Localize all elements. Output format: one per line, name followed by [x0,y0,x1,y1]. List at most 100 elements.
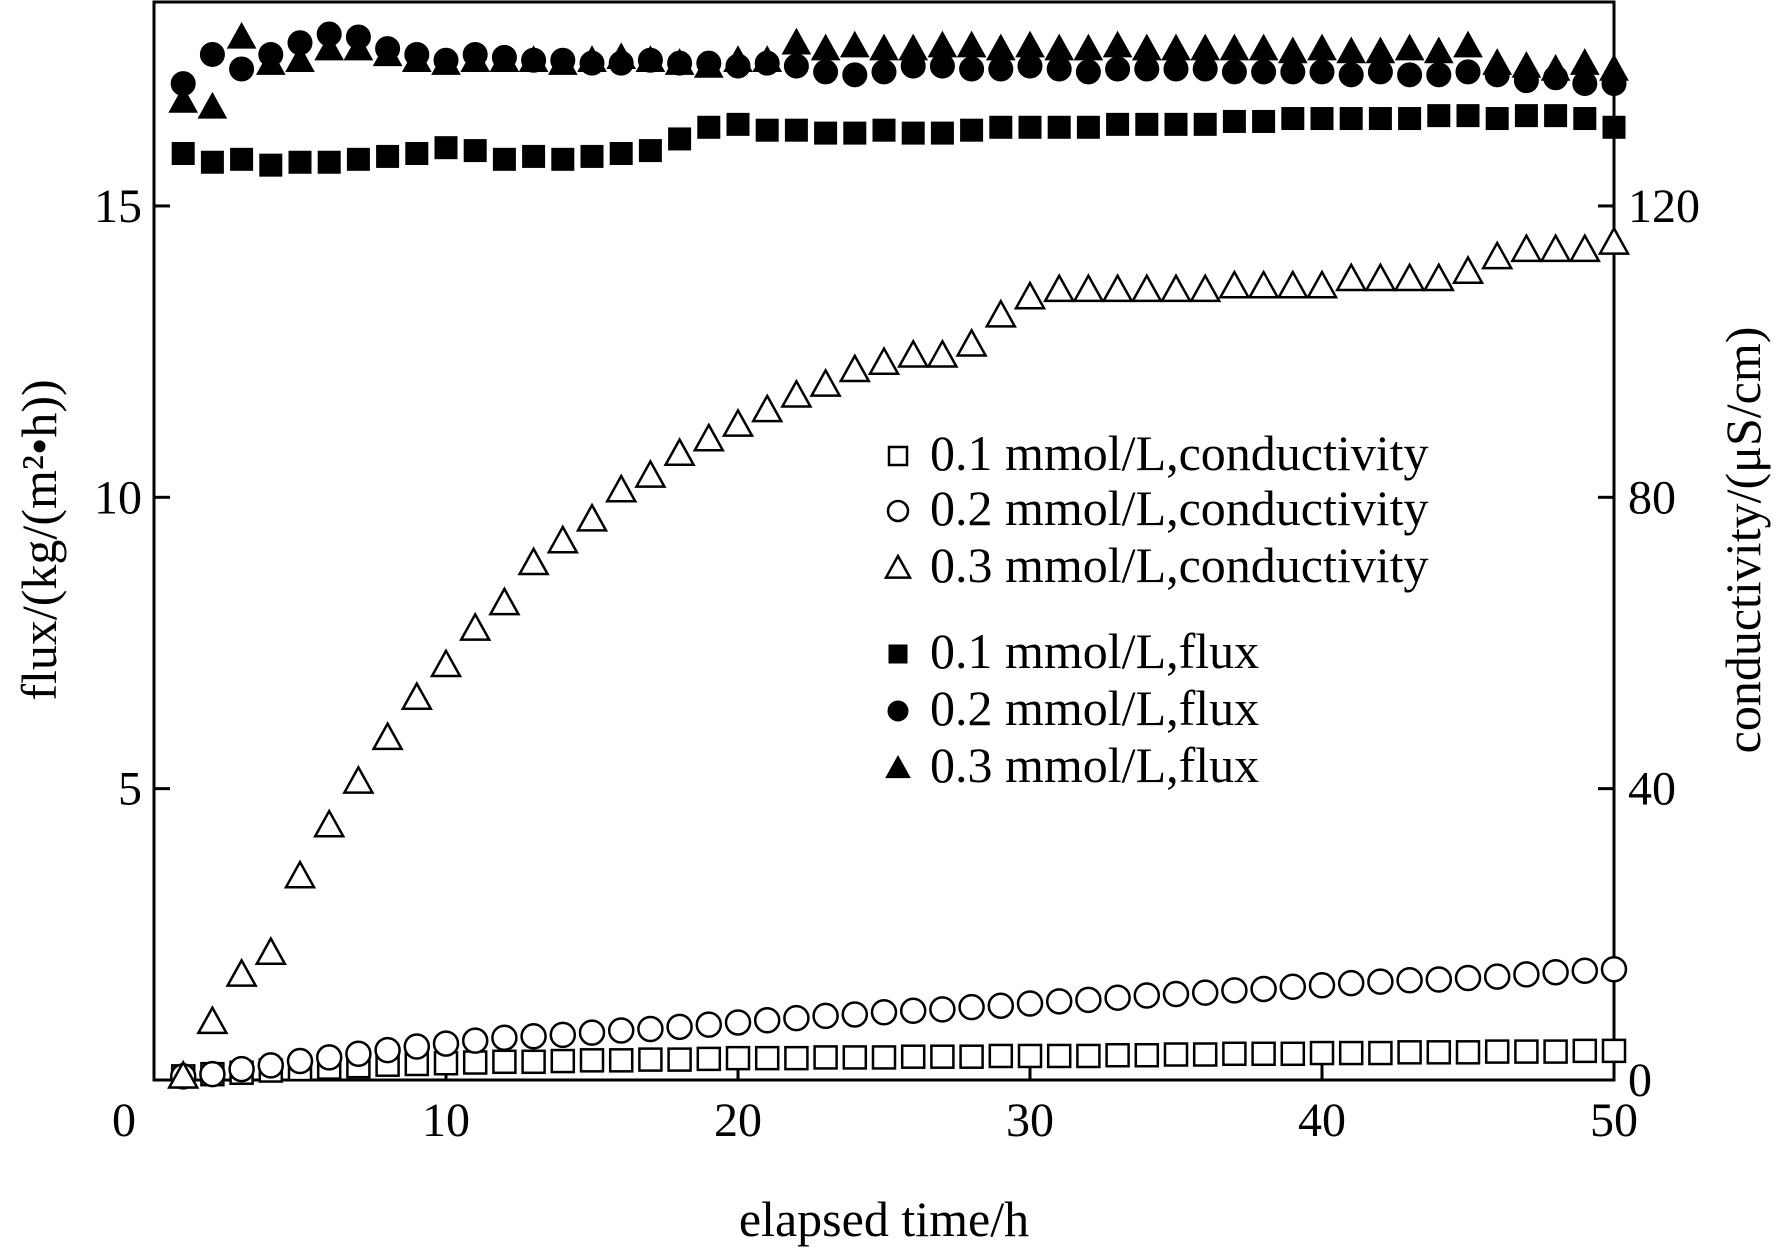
data-point [605,473,638,503]
data-point [927,30,958,58]
data-point [1016,990,1044,1017]
data-point [607,1017,635,1044]
data-point [901,121,925,145]
data-point [926,338,959,368]
data-point [575,502,609,532]
data-point [461,1027,489,1054]
data-point [634,458,667,488]
data-point [1423,36,1454,64]
y-axis-left-title: flux/(kg/(m²•h)) [11,379,67,700]
data-point [1221,977,1248,1004]
data-point [1394,33,1425,61]
data-point [871,59,897,85]
legend-marker [887,700,909,722]
data-point [1305,269,1339,299]
data-point [434,136,458,160]
legend-label: 0.2 mmol/L,conductivity [930,480,1429,536]
data-point [1075,986,1102,1014]
data-point [1396,966,1423,994]
data-point [1043,273,1076,303]
data-point [726,112,750,136]
data-point [697,115,721,139]
data-point [1193,112,1217,136]
data-point [664,48,695,75]
data-point [405,142,429,166]
data-point [1309,1040,1335,1066]
data-point [1045,988,1073,1015]
y-left-tick-label: 10 [94,471,142,524]
data-point [1367,59,1393,85]
data-point [723,45,753,72]
data-point [1164,112,1188,136]
data-point [1013,280,1047,310]
data-point [1134,1042,1160,1068]
data-point [930,121,954,145]
data-point [1571,957,1599,984]
data-point [985,33,1016,61]
data-point [1163,56,1189,82]
series-5 [168,21,1629,119]
data-point [838,353,871,383]
data-point [288,150,312,174]
data-point [1368,1040,1393,1066]
data-point [667,1047,692,1072]
x-tick-label: 10 [422,1094,470,1147]
data-point [813,59,839,85]
data-point [638,1047,663,1072]
data-point [549,1021,577,1049]
data-point [1573,107,1597,131]
data-point [492,1049,517,1075]
data-point [814,121,838,145]
data-point [1046,1043,1072,1069]
data-point [663,437,696,467]
data-point [491,1024,518,1052]
data-point [987,992,1015,1019]
data-point [313,808,346,838]
data-point [1192,1042,1218,1067]
data-point [517,546,550,576]
data-point [283,859,317,889]
data-point [1159,273,1193,303]
data-point [432,1030,460,1057]
data-point [1455,59,1481,85]
data-point [929,996,956,1023]
data-point [1426,62,1452,88]
data-point [196,1005,229,1035]
data-point [812,1002,839,1030]
data-point [429,648,463,678]
data-point [1485,107,1509,131]
data-point [1105,56,1131,82]
data-point [721,407,755,437]
data-point [1427,104,1451,128]
data-point [1251,1041,1276,1067]
data-marks [167,21,1631,1090]
data-point [842,62,868,88]
data-point [1397,62,1423,88]
data-point [229,56,255,82]
data-point [608,1048,634,1073]
data-point [1218,269,1251,299]
data-point [228,1055,255,1083]
data-point [254,935,287,965]
data-point [1307,33,1337,61]
data-point [752,45,783,72]
legend-label: 0.1 mmol/L,conductivity [930,425,1429,481]
data-point [668,127,692,151]
data-point [1105,1042,1130,1068]
data-point [1280,1041,1306,1067]
data-point [1601,1038,1627,1064]
data-point [1364,262,1397,292]
data-point [1368,107,1392,131]
data-point [1602,115,1626,139]
data-point [1543,1039,1568,1064]
legend-marker [883,553,913,579]
data-point [609,142,633,166]
data-point [1393,262,1426,292]
data-point [285,45,315,72]
data-point [1221,59,1247,85]
data-point [1514,104,1538,128]
data-point [988,56,1014,82]
data-point [1222,109,1246,133]
data-point [345,1040,372,1068]
data-point [460,45,491,72]
